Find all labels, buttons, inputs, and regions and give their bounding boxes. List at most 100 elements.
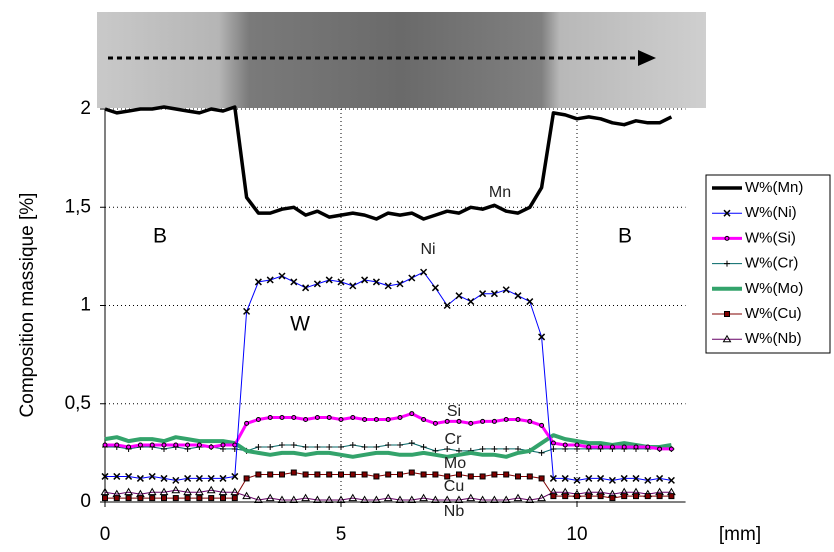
data-point — [136, 474, 144, 482]
data-point — [657, 446, 663, 452]
data-point — [125, 495, 132, 502]
data-point — [255, 443, 262, 450]
data-point — [407, 495, 417, 504]
legend: W%(Mn) W%(Ni) W%(Si) W%(Cr) W%(Mo) W%(Cu) W%(N… — [705, 174, 831, 354]
data-point — [302, 471, 309, 478]
data-point — [656, 493, 663, 500]
data-point — [124, 487, 133, 496]
data-point — [148, 472, 156, 480]
data-point — [491, 418, 497, 424]
data-point — [513, 493, 523, 502]
data-point — [220, 495, 226, 502]
data-point — [231, 495, 238, 502]
data-point — [526, 298, 534, 306]
data-point — [372, 495, 381, 504]
data-point — [586, 444, 592, 450]
x-tick-label: 5 — [336, 524, 347, 545]
data-point — [196, 442, 202, 448]
data-point — [538, 333, 546, 341]
data-point — [289, 495, 299, 504]
data-point — [467, 473, 474, 480]
data-point — [302, 443, 309, 450]
data-point — [267, 471, 274, 478]
data-point — [161, 442, 167, 448]
legend-label: W%(Mo) — [745, 280, 803, 297]
plot-area: 0 0,5 1 1,5 2 0 5 10 B B W Mn Ni Si Cr Mo Cu Nb — [65, 98, 686, 545]
x-axis-title: [mm] — [719, 524, 761, 545]
data-point — [420, 471, 427, 478]
data-point — [644, 493, 651, 500]
data-point — [633, 493, 639, 500]
data-point — [443, 301, 451, 310]
x-tick-label: 0 — [100, 524, 111, 545]
data-point — [137, 495, 144, 502]
data-point — [644, 476, 652, 484]
data-point — [302, 284, 310, 292]
data-point — [550, 440, 556, 446]
data-point — [102, 495, 108, 502]
data-point — [526, 473, 533, 480]
data-point — [102, 442, 108, 448]
data-point — [621, 493, 628, 500]
data-point — [585, 474, 593, 482]
data-point — [408, 469, 415, 476]
legend-marker — [724, 235, 730, 241]
data-point — [159, 487, 169, 496]
data-point — [479, 445, 486, 452]
data-point — [137, 442, 143, 448]
data-point — [574, 442, 580, 448]
data-point — [195, 487, 204, 496]
data-point — [491, 471, 498, 478]
data-point — [467, 298, 475, 306]
data-point — [160, 474, 168, 482]
data-point — [539, 422, 545, 428]
data-point — [362, 416, 368, 422]
data-point — [479, 473, 486, 480]
data-point — [195, 474, 203, 482]
data-point — [480, 418, 486, 424]
data-point — [490, 290, 498, 298]
data-point — [349, 442, 356, 449]
data-point — [242, 491, 251, 500]
y-tick-label: 0 — [80, 491, 91, 512]
data-point — [290, 469, 297, 476]
data-point — [349, 282, 357, 290]
data-point — [409, 411, 415, 417]
data-point — [385, 471, 392, 478]
data-point — [336, 495, 346, 504]
data-point — [173, 442, 179, 448]
data-point — [149, 442, 155, 448]
data-point — [291, 415, 297, 421]
legend-label: W%(Cu) — [745, 305, 802, 322]
data-point — [490, 495, 499, 504]
data-point — [220, 442, 226, 448]
data-point — [514, 292, 522, 300]
data-point — [338, 443, 344, 450]
data-point — [479, 290, 487, 298]
data-point — [277, 495, 287, 504]
data-point — [125, 472, 133, 480]
data-point — [550, 493, 557, 500]
annotation: B — [153, 225, 167, 248]
data-point — [208, 495, 215, 502]
data-point — [444, 473, 451, 480]
data-point — [290, 442, 297, 449]
data-point — [326, 471, 333, 478]
data-point — [561, 474, 569, 482]
data-point — [350, 415, 356, 421]
data-point — [503, 416, 509, 422]
data-point — [243, 475, 250, 482]
y-tick-label: 1,5 — [65, 196, 91, 217]
legend-label: W%(Ni) — [745, 204, 797, 221]
data-point — [373, 473, 380, 480]
data-point — [373, 443, 380, 450]
data-point — [324, 495, 334, 504]
x-tick-label: 10 — [566, 524, 587, 545]
annotation: W — [290, 313, 310, 336]
data-point — [290, 278, 298, 286]
y-tick-label: 0,5 — [65, 393, 91, 414]
data-point — [383, 493, 393, 502]
data-point — [396, 280, 404, 288]
data-point — [608, 476, 616, 484]
